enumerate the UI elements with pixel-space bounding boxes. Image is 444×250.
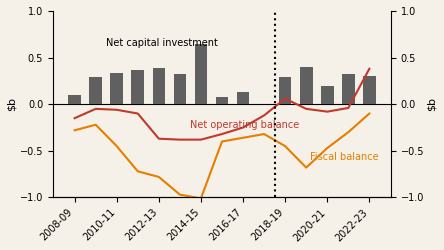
Text: Net operating balance: Net operating balance	[190, 120, 300, 130]
Bar	[131, 70, 144, 104]
Y-axis label: $b: $b	[7, 97, 17, 111]
Bar	[321, 86, 333, 104]
Bar	[111, 74, 123, 104]
Text: Net capital investment: Net capital investment	[106, 38, 218, 48]
Bar	[68, 95, 81, 104]
Bar	[89, 77, 102, 104]
Text: Fiscal balance: Fiscal balance	[310, 152, 379, 162]
Bar	[279, 77, 291, 104]
Bar	[237, 92, 250, 104]
Bar	[300, 67, 313, 104]
Bar	[363, 76, 376, 104]
Bar	[153, 68, 165, 104]
Bar	[342, 74, 355, 104]
Bar	[194, 44, 207, 104]
Y-axis label: $b: $b	[427, 97, 437, 111]
Bar	[174, 74, 186, 104]
Bar	[216, 97, 228, 104]
